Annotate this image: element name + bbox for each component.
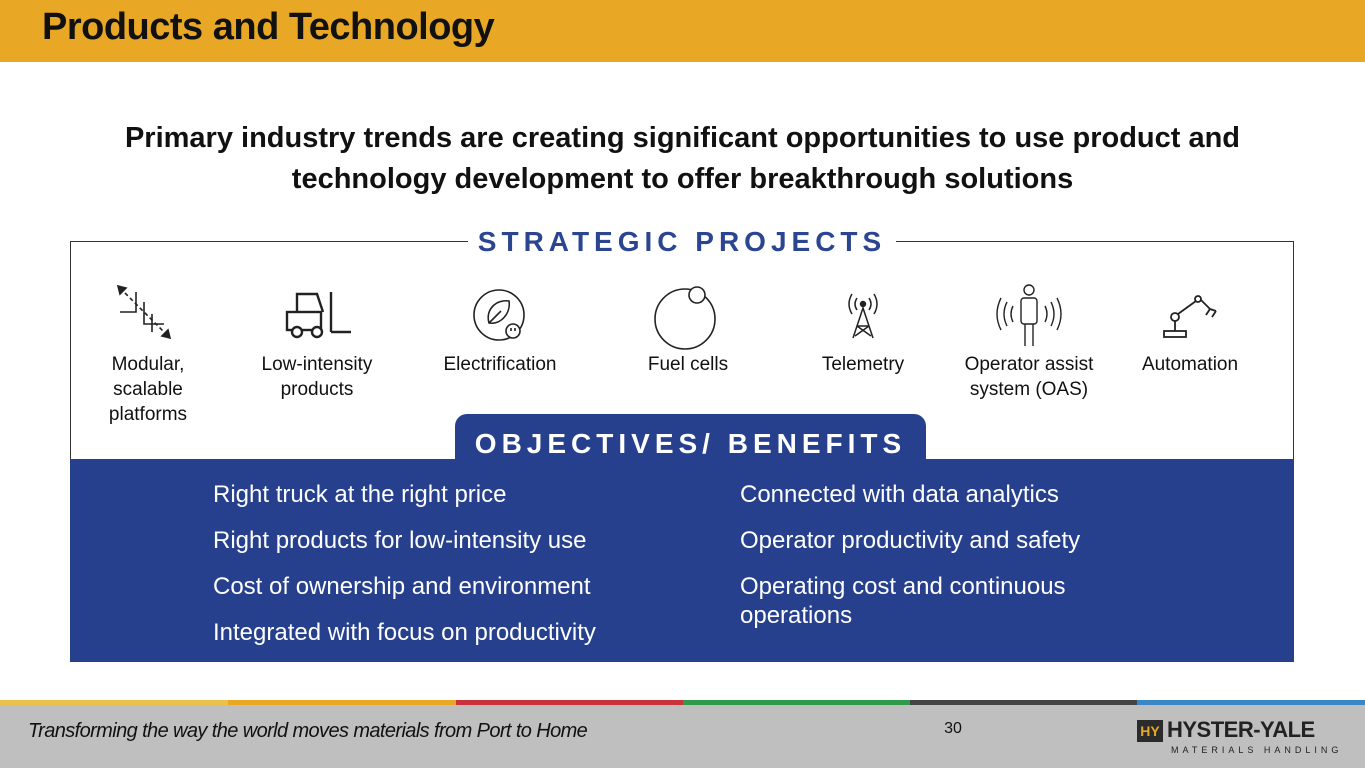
logo-subtitle: MATERIALS HANDLING [1171, 745, 1343, 755]
objective-item: Right truck at the right price [213, 481, 507, 508]
strategic-projects-title: STRATEGIC PROJECTS [468, 224, 896, 260]
operator-signal-icon [954, 280, 1104, 352]
project-modular-platforms: Modular, scalable platforms [98, 280, 198, 427]
project-label: Automation [1141, 354, 1239, 375]
footer-tagline: Transforming the way the world moves mat… [28, 720, 588, 742]
headline: Primary industry trends are creating sig… [124, 122, 1241, 195]
objectives-right-column: Connected with data analytics Operator p… [740, 480, 1140, 647]
project-label: Operator assist system (OAS) [964, 354, 1094, 400]
forklift-icon [247, 280, 387, 352]
project-label: Electrification [443, 354, 557, 375]
objectives-left-column: Right truck at the right price Right pro… [213, 480, 713, 664]
objective-item: Connected with data analytics [740, 481, 1059, 508]
objective-item: Right products for low-intensity use [213, 527, 587, 554]
objective-item: Integrated with focus on productivity [213, 619, 596, 646]
header-bar [0, 0, 1365, 62]
robot-arm-icon [1130, 280, 1250, 352]
objectives-panel [70, 459, 1294, 662]
project-label: Telemetry [821, 354, 905, 375]
page-title: Products and Technology [42, 6, 495, 48]
objective-item: Cost of ownership and environment [213, 573, 591, 600]
logo-name: HYSTER-YALE [1167, 717, 1315, 742]
project-automation: Automation [1130, 280, 1250, 377]
objectives-title: OBJECTIVES/ BENEFITS [474, 428, 907, 459]
footer-stripe [1137, 700, 1365, 705]
page-number: 30 [944, 720, 962, 737]
project-fuel-cells: Fuel cells [628, 280, 748, 377]
footer-stripe [0, 700, 228, 705]
footer-stripe [910, 700, 1137, 705]
project-label: Modular, scalable platforms [108, 354, 188, 425]
project-electrification: Electrification [435, 280, 565, 377]
logo-mark: HY [1137, 720, 1163, 742]
objective-item: Operator productivity and safety [740, 527, 1081, 554]
footer-stripe [456, 700, 683, 705]
project-low-intensity: Low-intensity products [247, 280, 387, 402]
footer-stripe [683, 700, 910, 705]
footer-stripe [228, 700, 456, 705]
fuel-cell-icon [628, 280, 748, 352]
project-label: Fuel cells [647, 354, 729, 375]
objectives-tab [455, 414, 926, 476]
project-label: Low-intensity products [261, 354, 373, 400]
company-logo: HY HYSTER-YALE MATERIALS HANDLING [1137, 717, 1338, 758]
project-telemetry: Telemetry [808, 280, 918, 377]
leaf-plug-icon [435, 280, 565, 352]
modular-platform-icon [98, 280, 198, 352]
project-oas: Operator assist system (OAS) [954, 280, 1104, 402]
antenna-tower-icon [808, 280, 918, 352]
objective-item: Operating cost and continuous operations [740, 573, 1066, 629]
